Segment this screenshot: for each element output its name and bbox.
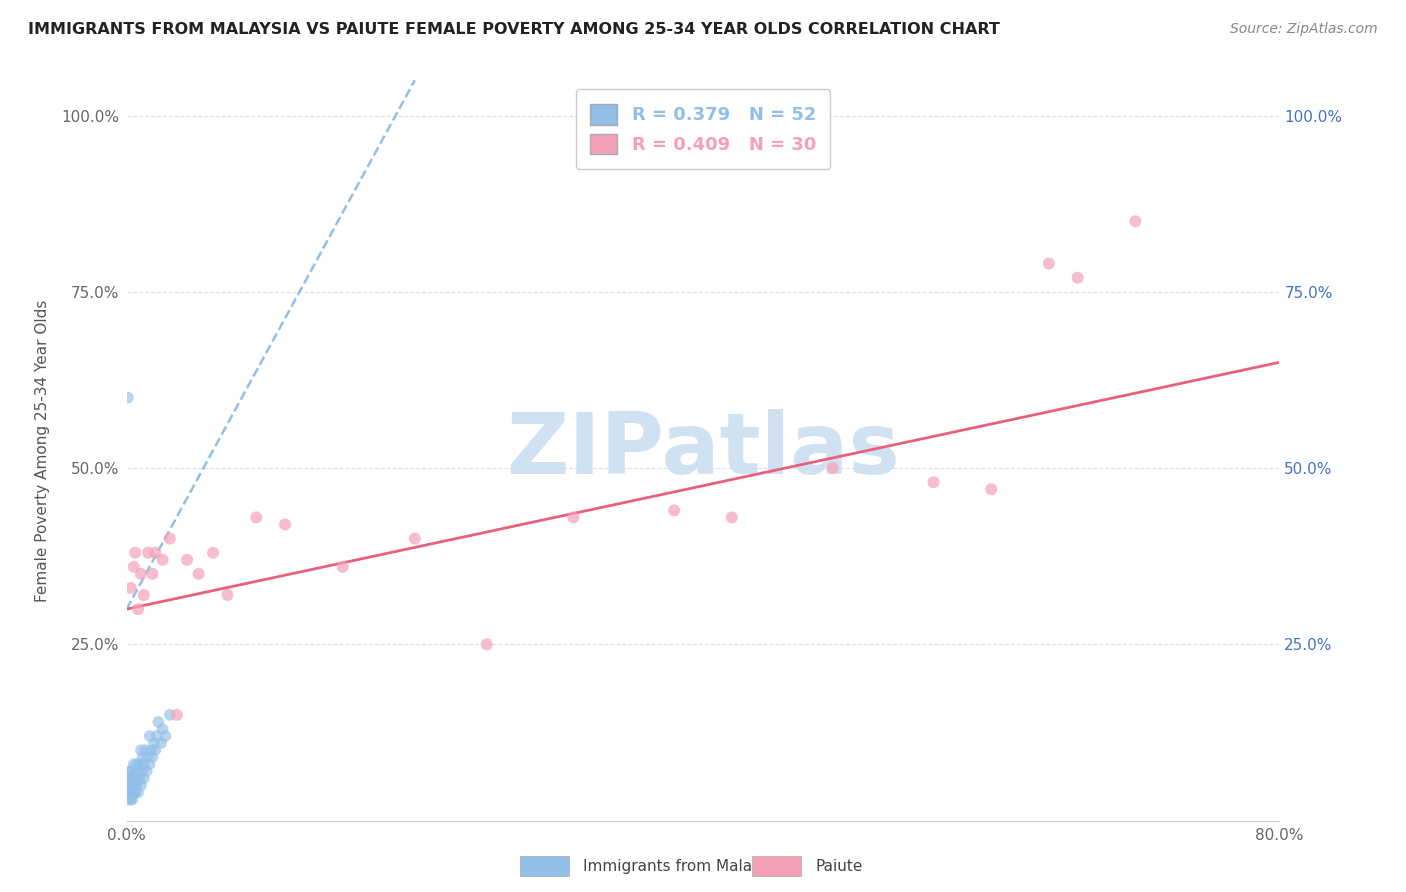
Point xyxy=(122,559,145,574)
Point xyxy=(117,391,139,405)
Legend: R = 0.379   N = 52, R = 0.409   N = 30: R = 0.379 N = 52, R = 0.409 N = 30 xyxy=(575,89,831,169)
Point xyxy=(131,764,153,779)
Point xyxy=(125,778,148,792)
Point xyxy=(141,750,163,764)
Point xyxy=(1125,214,1147,228)
Point xyxy=(120,772,142,786)
Point xyxy=(121,772,143,786)
Point xyxy=(146,729,169,743)
Point xyxy=(128,757,150,772)
Text: IMMIGRANTS FROM MALAYSIA VS PAIUTE FEMALE POVERTY AMONG 25-34 YEAR OLDS CORRELAT: IMMIGRANTS FROM MALAYSIA VS PAIUTE FEMAL… xyxy=(28,22,1000,37)
Point xyxy=(124,785,146,799)
Point xyxy=(120,792,142,806)
Point xyxy=(121,792,143,806)
Point xyxy=(821,461,844,475)
Point xyxy=(129,778,152,792)
Text: Source: ZipAtlas.com: Source: ZipAtlas.com xyxy=(1230,22,1378,37)
Point xyxy=(118,785,141,799)
Point xyxy=(187,566,209,581)
Point xyxy=(150,736,173,750)
Point xyxy=(980,482,1002,496)
Text: ZIPatlas: ZIPatlas xyxy=(506,409,900,492)
Point xyxy=(562,510,585,524)
Point xyxy=(120,778,142,792)
Point xyxy=(141,566,163,581)
Point xyxy=(132,757,155,772)
Point xyxy=(117,778,139,792)
Point xyxy=(138,757,160,772)
Point xyxy=(922,475,945,490)
Y-axis label: Female Poverty Among 25-34 Year Olds: Female Poverty Among 25-34 Year Olds xyxy=(35,300,51,601)
Point xyxy=(155,729,177,743)
Point xyxy=(122,785,145,799)
Point xyxy=(152,553,174,567)
Point xyxy=(332,559,354,574)
Point xyxy=(121,785,143,799)
Point xyxy=(720,510,742,524)
Point xyxy=(152,722,174,736)
Point xyxy=(475,637,498,651)
Point xyxy=(120,785,142,799)
Point xyxy=(136,546,159,560)
Point xyxy=(274,517,297,532)
Text: Paiute: Paiute xyxy=(815,859,863,873)
Point xyxy=(404,532,426,546)
Point xyxy=(135,764,157,779)
Point xyxy=(118,764,141,779)
Point xyxy=(129,566,152,581)
Point xyxy=(128,772,150,786)
Point xyxy=(142,736,165,750)
Point xyxy=(120,581,142,595)
Point xyxy=(124,764,146,779)
Point xyxy=(117,772,139,786)
Text: Immigrants from Malaysia: Immigrants from Malaysia xyxy=(583,859,783,873)
Point xyxy=(176,553,198,567)
Point xyxy=(117,785,139,799)
Point xyxy=(118,772,141,786)
Point xyxy=(145,743,166,757)
Point xyxy=(159,532,181,546)
Point xyxy=(166,707,188,722)
Point xyxy=(127,602,149,616)
Point xyxy=(1038,257,1060,271)
Point xyxy=(121,778,143,792)
Point xyxy=(132,772,155,786)
Point xyxy=(127,764,149,779)
Point xyxy=(120,764,142,779)
Point xyxy=(1067,270,1090,285)
Point xyxy=(118,778,141,792)
Point xyxy=(148,714,170,729)
Point xyxy=(664,503,686,517)
Point xyxy=(124,778,146,792)
Point xyxy=(127,785,149,799)
Point xyxy=(129,743,152,757)
Point xyxy=(122,778,145,792)
Point xyxy=(202,546,225,560)
Point xyxy=(122,757,145,772)
Point xyxy=(132,588,155,602)
Point xyxy=(131,750,153,764)
Point xyxy=(122,772,145,786)
Point xyxy=(139,743,162,757)
Point xyxy=(245,510,267,524)
Point xyxy=(138,729,160,743)
Point xyxy=(217,588,239,602)
Point xyxy=(145,546,166,560)
Point xyxy=(136,750,159,764)
Point xyxy=(125,757,148,772)
Point xyxy=(124,546,146,560)
Point xyxy=(125,772,148,786)
Point xyxy=(118,792,141,806)
Point xyxy=(134,743,156,757)
Point xyxy=(159,707,181,722)
